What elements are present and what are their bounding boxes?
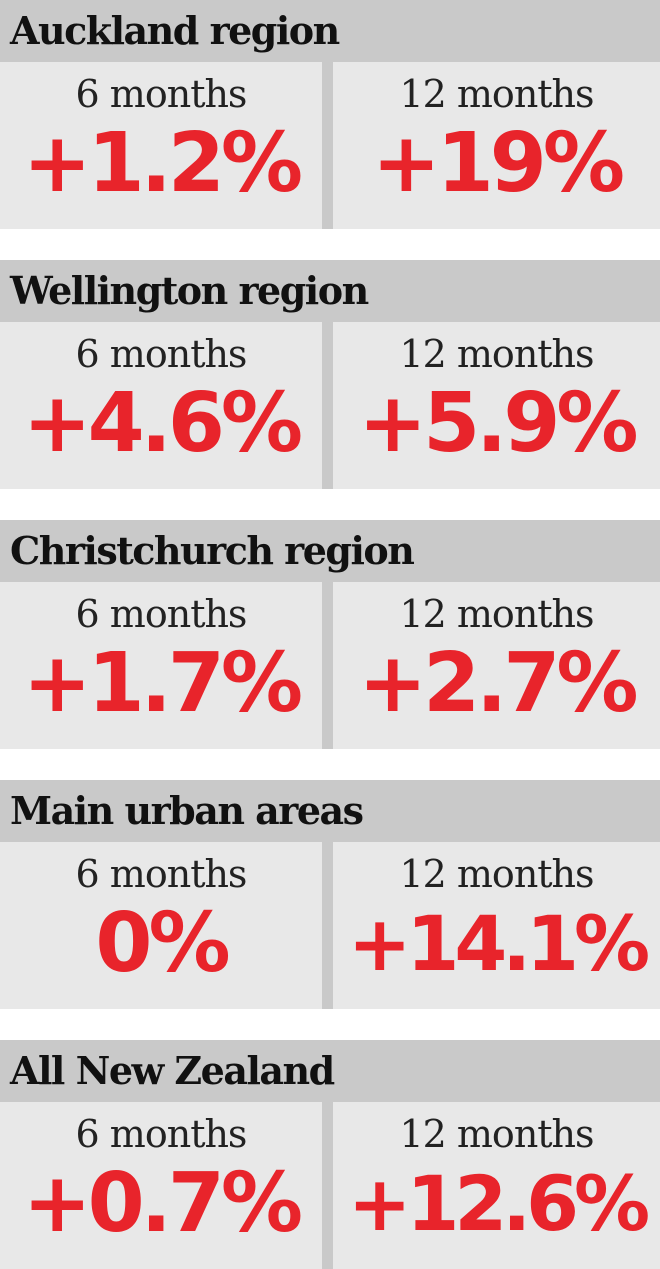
- change-value: +5.9%: [358, 376, 638, 471]
- change-value: +14.1%: [347, 899, 650, 988]
- twelve-month-cell: 12 months +12.6%: [333, 1102, 660, 1269]
- period-label: 12 months: [399, 592, 594, 636]
- wellington-panel: Wellington region 6 months +4.6% 12 mont…: [0, 260, 660, 489]
- twelve-month-cell: 12 months +19%: [333, 62, 660, 229]
- panel-header: Main urban areas: [0, 780, 660, 842]
- six-month-cell: 6 months +1.2%: [0, 62, 322, 229]
- all-nz-panel: All New Zealand 6 months +0.7% 12 months…: [0, 1040, 660, 1269]
- christchurch-panel: Christchurch region 6 months +1.7% 12 mo…: [0, 520, 660, 749]
- cell-divider: [322, 582, 333, 749]
- six-month-cell: 6 months +4.6%: [0, 322, 322, 489]
- cell-divider: [322, 322, 333, 489]
- twelve-month-cell: 12 months +2.7%: [333, 582, 660, 749]
- six-month-cell: 6 months 0%: [0, 842, 322, 1009]
- period-label: 12 months: [399, 332, 594, 376]
- panel-header: Wellington region: [0, 260, 660, 322]
- auckland-panel: Auckland region 6 months +1.2% 12 months…: [0, 0, 660, 229]
- cell-divider: [322, 62, 333, 229]
- period-label: 12 months: [399, 72, 594, 116]
- change-value: +1.7%: [22, 636, 303, 731]
- panel-header: Auckland region: [0, 0, 660, 62]
- period-label: 12 months: [399, 1112, 594, 1156]
- six-month-cell: 6 months +0.7%: [0, 1102, 322, 1269]
- change-value: +4.6%: [22, 376, 303, 471]
- change-value: +2.7%: [358, 636, 638, 731]
- change-value: +19%: [372, 116, 625, 211]
- six-month-cell: 6 months +1.7%: [0, 582, 322, 749]
- period-label: 12 months: [399, 852, 594, 896]
- panel-title: Main urban areas: [10, 788, 364, 833]
- panel-title: Auckland region: [10, 8, 340, 53]
- change-value: +0.7%: [22, 1156, 303, 1251]
- twelve-month-cell: 12 months +5.9%: [333, 322, 660, 489]
- period-label: 6 months: [75, 332, 248, 376]
- period-label: 6 months: [75, 852, 248, 896]
- panel-title: Wellington region: [10, 268, 369, 313]
- panel-header: Christchurch region: [0, 520, 660, 582]
- change-value: +1.2%: [22, 116, 303, 211]
- change-value: 0%: [95, 896, 230, 991]
- change-value: +12.6%: [347, 1159, 650, 1248]
- period-label: 6 months: [75, 72, 248, 116]
- panel-title: Christchurch region: [10, 528, 415, 573]
- twelve-month-cell: 12 months +14.1%: [333, 842, 660, 1009]
- panel-header: All New Zealand: [0, 1040, 660, 1102]
- period-label: 6 months: [75, 592, 248, 636]
- cell-divider: [322, 1102, 333, 1269]
- cell-divider: [322, 842, 333, 1009]
- main-urban-panel: Main urban areas 6 months 0% 12 months +…: [0, 780, 660, 1009]
- period-label: 6 months: [75, 1112, 248, 1156]
- panel-title: All New Zealand: [10, 1048, 335, 1093]
